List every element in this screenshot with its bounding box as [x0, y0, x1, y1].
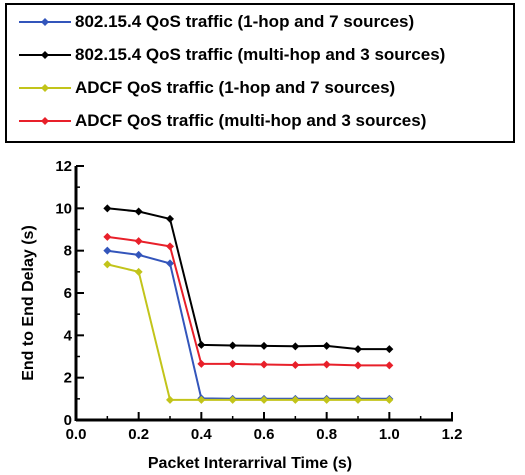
x-tick-label: 0.8 [316, 426, 337, 443]
y-tick-label: 2 [64, 370, 72, 387]
data-point [103, 246, 112, 255]
data-point [134, 267, 143, 276]
data-point [228, 395, 237, 404]
data-point [197, 359, 206, 368]
legend-item: ADCF QoS traffic (1-hop and 7 sources) [19, 75, 395, 101]
data-point [322, 341, 331, 350]
y-tick-label: 4 [64, 327, 73, 344]
x-tick-label: 0.6 [254, 426, 275, 443]
data-point [166, 395, 174, 404]
legend-label: 802.15.4 QoS traffic (multi-hop and 3 so… [75, 45, 446, 64]
series-line [107, 235, 390, 367]
data-point [385, 361, 394, 370]
data-point [197, 340, 206, 349]
data-point [260, 395, 268, 404]
data-point [354, 395, 362, 404]
y-tick-label: 12 [55, 158, 72, 175]
data-point [103, 232, 112, 241]
data-point [197, 395, 206, 404]
series-line [107, 263, 390, 401]
data-point [134, 207, 143, 216]
x-tick-label: 0.4 [191, 426, 213, 443]
data-point [103, 204, 112, 213]
y-tick-label: 0 [64, 412, 72, 429]
y-tick-label: 6 [64, 285, 72, 302]
data-point [166, 259, 174, 268]
legend-label: ADCF QoS traffic (multi-hop and 3 source… [75, 111, 427, 130]
legend-symbol [19, 117, 71, 125]
data-point [322, 360, 331, 369]
data-point [134, 250, 143, 259]
data-point [291, 342, 300, 351]
y-tick-label: 8 [64, 243, 72, 260]
data-point [228, 341, 237, 350]
data-point [291, 395, 300, 404]
data-point [322, 395, 331, 404]
data-point [228, 359, 237, 368]
legend-item: 802.15.4 QoS traffic (1-hop and 7 source… [19, 9, 414, 35]
legend-symbol [19, 18, 71, 26]
legend-symbol [19, 51, 71, 59]
legend-label: ADCF QoS traffic (1-hop and 7 sources) [75, 78, 396, 97]
legend-symbol [19, 84, 71, 92]
data-point [166, 214, 174, 223]
data-point [260, 360, 268, 369]
data-point [354, 345, 362, 354]
x-tick-label: 0.0 [66, 426, 87, 443]
data-point [260, 341, 268, 350]
y-axis-title: End to End Delay (s) [20, 225, 37, 381]
legend-item: ADCF QoS traffic (multi-hop and 3 source… [19, 108, 426, 134]
data-point [385, 345, 394, 354]
chart-legend: 802.15.4 QoS traffic (1-hop and 7 source… [5, 3, 515, 143]
data-point [385, 395, 394, 404]
legend-item: 802.15.4 QoS traffic (multi-hop and 3 so… [19, 42, 445, 68]
data-point [166, 242, 174, 251]
series-line [107, 249, 390, 400]
data-point [103, 260, 112, 269]
x-tick-label: 1.2 [442, 426, 463, 443]
data-point [291, 360, 300, 369]
data-point [134, 237, 143, 246]
series-line [107, 207, 390, 351]
y-tick-label: 10 [55, 200, 72, 217]
x-tick-label: 0.2 [128, 426, 149, 443]
data-point [354, 361, 362, 370]
legend-label: 802.15.4 QoS traffic (1-hop and 7 source… [75, 12, 415, 31]
x-axis-title: Packet Interarrival Time (s) [148, 455, 352, 472]
x-tick-label: 1.0 [379, 426, 400, 443]
